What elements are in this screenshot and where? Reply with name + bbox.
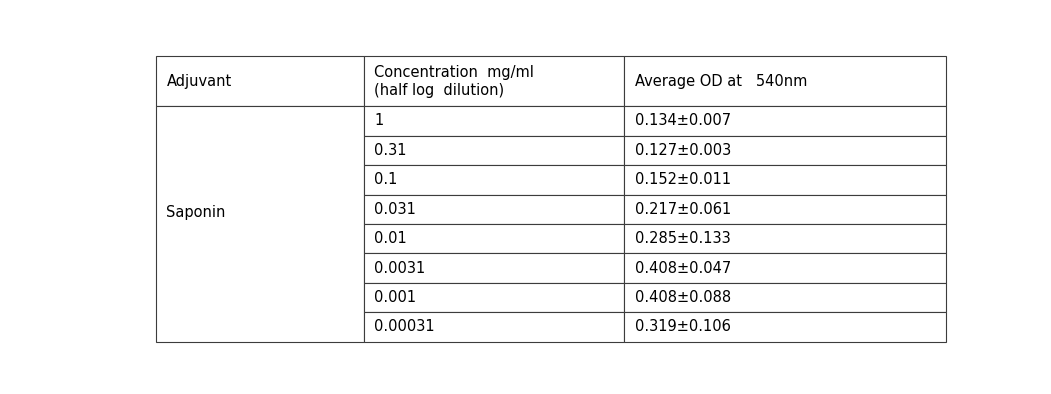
Bar — [624, 195, 946, 224]
Text: Adjuvant: Adjuvant — [166, 74, 231, 89]
Bar — [364, 312, 624, 342]
Text: 0.134±0.007: 0.134±0.007 — [635, 113, 730, 128]
Bar — [364, 56, 624, 106]
Bar — [624, 224, 946, 253]
Bar — [364, 165, 624, 195]
Bar — [624, 106, 946, 136]
Text: Concentration  mg/ml
(half log  dilution): Concentration mg/ml (half log dilution) — [374, 65, 534, 98]
Text: 0.408±0.047: 0.408±0.047 — [635, 260, 731, 275]
Bar — [364, 253, 624, 283]
Bar — [364, 195, 624, 224]
Text: 0.1: 0.1 — [374, 172, 397, 187]
Bar — [624, 165, 946, 195]
Text: 0.285±0.133: 0.285±0.133 — [635, 231, 730, 246]
Bar — [624, 56, 946, 106]
Bar — [624, 283, 946, 312]
Text: 0.408±0.088: 0.408±0.088 — [635, 290, 730, 305]
Text: 0.01: 0.01 — [374, 231, 407, 246]
Text: 0.00031: 0.00031 — [374, 320, 435, 335]
Bar — [156, 56, 364, 106]
Text: Average OD at   540nm: Average OD at 540nm — [635, 74, 807, 89]
Text: 0.001: 0.001 — [374, 290, 416, 305]
Text: 0.31: 0.31 — [374, 143, 407, 158]
Text: 0.319±0.106: 0.319±0.106 — [635, 320, 730, 335]
Text: Saponin: Saponin — [166, 204, 226, 220]
Text: 0.217±0.061: 0.217±0.061 — [635, 202, 731, 217]
Text: 1: 1 — [374, 113, 384, 128]
Bar — [364, 136, 624, 165]
Text: 0.031: 0.031 — [374, 202, 416, 217]
Text: 0.127±0.003: 0.127±0.003 — [635, 143, 731, 158]
Bar — [156, 106, 364, 342]
Bar — [364, 283, 624, 312]
Text: 0.0031: 0.0031 — [374, 260, 426, 275]
Bar — [624, 136, 946, 165]
Bar — [364, 106, 624, 136]
Text: 0.152±0.011: 0.152±0.011 — [635, 172, 730, 187]
Bar — [624, 253, 946, 283]
Bar — [364, 224, 624, 253]
Bar — [624, 312, 946, 342]
